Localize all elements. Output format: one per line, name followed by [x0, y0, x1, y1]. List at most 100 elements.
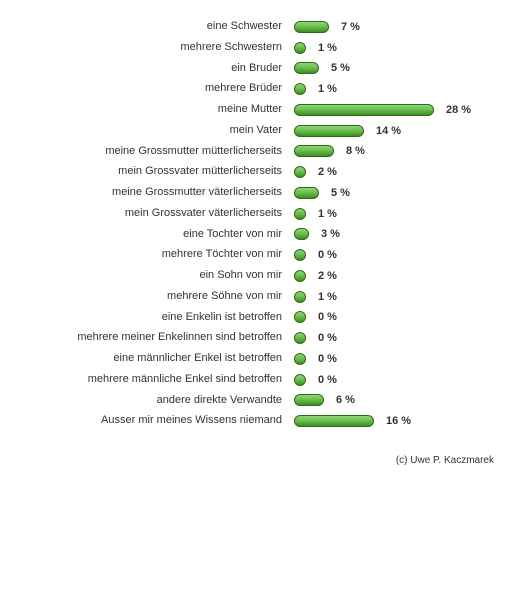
- chart-bar: [294, 104, 434, 116]
- chart-value-label: 1 %: [318, 83, 337, 95]
- chart-value-label: 5 %: [331, 187, 350, 199]
- chart-bar-area: 5 %: [294, 62, 498, 74]
- chart-value-label: 3 %: [321, 228, 340, 240]
- chart-bar: [294, 42, 306, 54]
- chart-row-label: ein Sohn von mir: [10, 269, 294, 283]
- chart-row: mein Grossvater väterlicherseits 1 %: [10, 207, 498, 221]
- chart-bar: [294, 125, 364, 137]
- chart-row: eine Schwester 7 %: [10, 20, 498, 34]
- chart-row: mehrere Söhne von mir 1 %: [10, 290, 498, 304]
- chart-row: eine männlicher Enkel ist betroffen 0 %: [10, 352, 498, 366]
- chart-value-label: 16 %: [386, 415, 411, 427]
- chart-bar-area: 0 %: [294, 353, 498, 365]
- chart-row-label: eine Enkelin ist betroffen: [10, 311, 294, 325]
- chart-row: meine Grossmutter mütterlicherseits 8 %: [10, 145, 498, 159]
- chart-value-label: 0 %: [318, 249, 337, 261]
- chart-row: mehrere Schwestern 1 %: [10, 41, 498, 55]
- chart-row: Ausser mir meines Wissens niemand 16 %: [10, 414, 498, 428]
- chart-row: mehrere meiner Enkelinnen sind betroffen…: [10, 331, 498, 345]
- chart-bar-area: 28 %: [294, 104, 498, 116]
- chart-row: mehrere Töchter von mir 0 %: [10, 248, 498, 262]
- chart-row: meine Mutter 28 %: [10, 103, 498, 117]
- chart-row: mein Grossvater mütterlicherseits 2 %: [10, 165, 498, 179]
- chart-bar: [294, 62, 319, 74]
- chart-bar: [294, 353, 306, 365]
- chart-bar-area: 7 %: [294, 21, 498, 33]
- chart-value-label: 7 %: [341, 21, 360, 33]
- chart-value-label: 0 %: [318, 332, 337, 344]
- chart-row: andere direkte Verwandte6 %: [10, 394, 498, 408]
- chart-value-label: 0 %: [318, 311, 337, 323]
- poll-bar-chart: eine Schwester 7 % mehrere Schwestern 1 % ei…: [0, 0, 508, 445]
- chart-bar: [294, 187, 319, 199]
- chart-row: eine Enkelin ist betroffen 0 %: [10, 311, 498, 325]
- chart-bar-area: 0 %: [294, 311, 498, 323]
- chart-row: eine Tochter von mir 3 %: [10, 228, 498, 242]
- chart-row-label: mehrere meiner Enkelinnen sind betroffen: [10, 331, 294, 345]
- chart-value-label: 8 %: [346, 145, 365, 157]
- chart-value-label: 1 %: [318, 291, 337, 303]
- chart-row-label: mehrere Töchter von mir: [10, 248, 294, 262]
- chart-row-label: Ausser mir meines Wissens niemand: [10, 414, 294, 428]
- chart-row-label: meine Mutter: [10, 103, 294, 117]
- chart-row: meine Grossmutter väterlicherseits 5 %: [10, 186, 498, 200]
- chart-bar: [294, 415, 374, 427]
- chart-row: mein Vater 14 %: [10, 124, 498, 138]
- chart-row-label: ein Bruder: [10, 62, 294, 76]
- chart-row-label: mein Grossvater väterlicherseits: [10, 207, 294, 221]
- chart-row-label: mehrere Schwestern: [10, 41, 294, 55]
- chart-bar-area: 1 %: [294, 291, 498, 303]
- chart-bar: [294, 249, 306, 261]
- chart-bar-area: 0 %: [294, 332, 498, 344]
- chart-row: ein Sohn von mir 2 %: [10, 269, 498, 283]
- chart-value-label: 0 %: [318, 353, 337, 365]
- chart-row-label: eine Schwester: [10, 20, 294, 34]
- chart-row-label: mehrere Söhne von mir: [10, 290, 294, 304]
- chart-bar-area: 1 %: [294, 42, 498, 54]
- chart-row-label: meine Grossmutter mütterlicherseits: [10, 145, 294, 159]
- chart-row-label: mein Vater: [10, 124, 294, 138]
- chart-bar: [294, 21, 329, 33]
- chart-value-label: 2 %: [318, 270, 337, 282]
- chart-bar-area: 1 %: [294, 208, 498, 220]
- chart-bar-area: 6 %: [294, 394, 498, 406]
- chart-bar-area: 14 %: [294, 125, 498, 137]
- chart-bar-area: 8 %: [294, 145, 498, 157]
- chart-bar-area: 0 %: [294, 374, 498, 386]
- chart-value-label: 5 %: [331, 62, 350, 74]
- chart-bar-area: 2 %: [294, 270, 498, 282]
- chart-bar: [294, 332, 306, 344]
- chart-value-label: 14 %: [376, 125, 401, 137]
- chart-bar: [294, 270, 306, 282]
- chart-bar-area: 5 %: [294, 187, 498, 199]
- chart-row-label: meine Grossmutter väterlicherseits: [10, 186, 294, 200]
- chart-bar-area: 0 %: [294, 249, 498, 261]
- chart-row-label: eine Tochter von mir: [10, 228, 294, 242]
- chart-bar: [294, 291, 306, 303]
- chart-value-label: 1 %: [318, 42, 337, 54]
- chart-value-label: 1 %: [318, 208, 337, 220]
- chart-bar-area: 3 %: [294, 228, 498, 240]
- chart-value-label: 28 %: [446, 104, 471, 116]
- chart-bar: [294, 374, 306, 386]
- chart-value-label: 2 %: [318, 166, 337, 178]
- chart-bar-area: 16 %: [294, 415, 498, 427]
- chart-row: mehrere Brüder 1 %: [10, 82, 498, 96]
- chart-row-label: mehrere Brüder: [10, 82, 294, 96]
- chart-bar-area: 1 %: [294, 83, 498, 95]
- chart-bar: [294, 208, 306, 220]
- chart-bar: [294, 83, 306, 95]
- chart-value-label: 0 %: [318, 374, 337, 386]
- chart-bar: [294, 394, 324, 406]
- chart-row: mehrere männliche Enkel sind betroffen 0 …: [10, 373, 498, 387]
- chart-bar: [294, 166, 306, 178]
- chart-value-label: 6 %: [336, 394, 355, 406]
- chart-bar-area: 2 %: [294, 166, 498, 178]
- chart-row-label: mehrere männliche Enkel sind betroffen: [10, 373, 294, 387]
- chart-row-label: eine männlicher Enkel ist betroffen: [10, 352, 294, 366]
- copyright-notice: (c) Uwe P. Kaczmarek: [0, 445, 508, 476]
- chart-row-label: mein Grossvater mütterlicherseits: [10, 165, 294, 179]
- chart-bar: [294, 311, 306, 323]
- chart-bar: [294, 145, 334, 157]
- chart-row: ein Bruder 5 %: [10, 62, 498, 76]
